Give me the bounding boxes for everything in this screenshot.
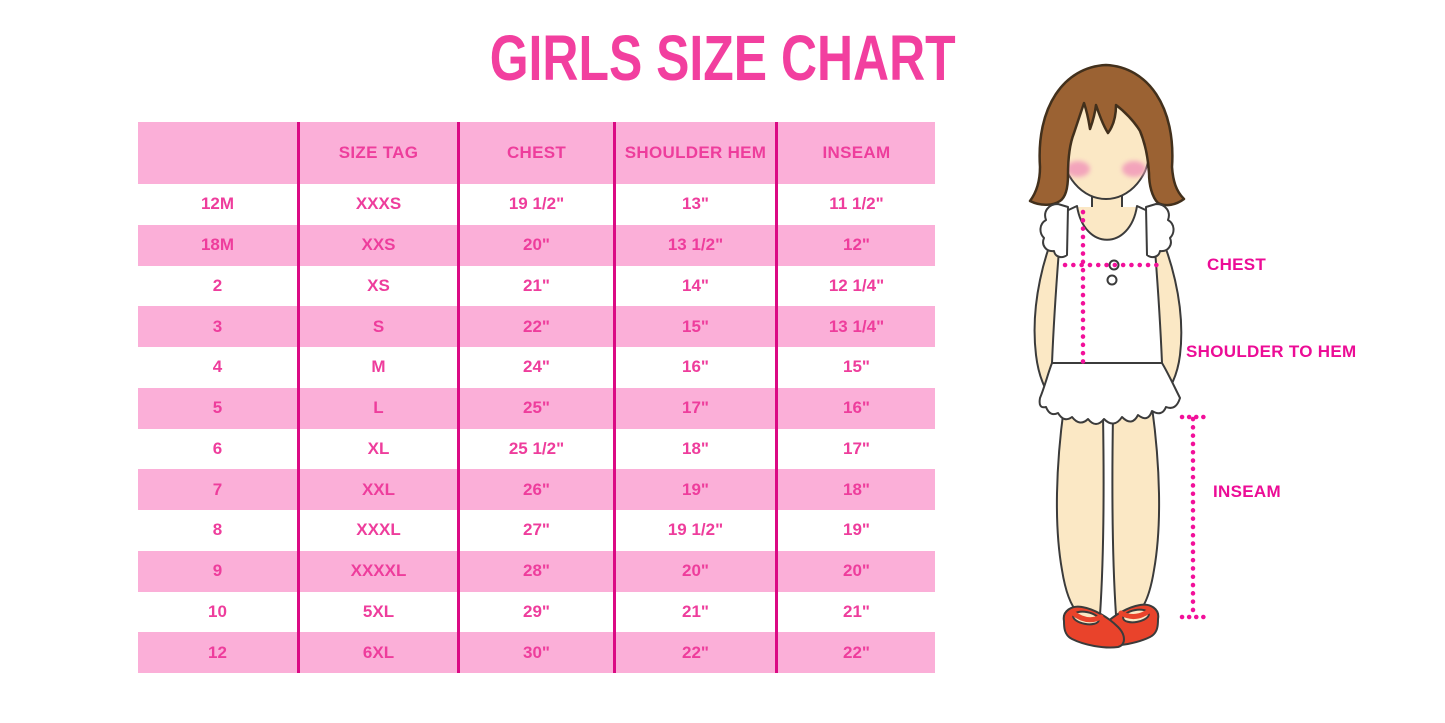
table-cell: 12 1/4" xyxy=(775,265,935,307)
girl-left-ruffle xyxy=(1039,203,1069,259)
table-header-cell-inseam: INSEAM xyxy=(775,122,935,184)
size-chart-table: SIZE TAG CHEST SHOULDER HEM INSEAM 12M XX… xyxy=(138,122,935,673)
table-cell: 16" xyxy=(613,347,775,388)
table-cell: 28" xyxy=(457,550,613,592)
table-cell: 21" xyxy=(613,591,775,633)
girl-right-leg xyxy=(1111,406,1161,616)
girl-top-button-2 xyxy=(1106,274,1118,286)
table-cell: 8 xyxy=(138,510,297,551)
inseam-measure-label: INSEAM xyxy=(1213,482,1281,501)
table-cell: 18M xyxy=(138,224,297,266)
table-cell: 19 1/2" xyxy=(457,184,613,225)
table-cell: 18" xyxy=(775,469,935,510)
table-cell: 13" xyxy=(613,184,775,225)
table-cell: 19" xyxy=(613,469,775,510)
table-cell: 25" xyxy=(457,387,613,429)
girl-skirt xyxy=(1038,362,1181,425)
table-cell: 18" xyxy=(613,428,775,470)
table-cell: L xyxy=(297,387,457,429)
table-header-cell xyxy=(138,122,297,184)
girl-right-ruffle xyxy=(1145,203,1175,259)
table-cell: 21" xyxy=(457,265,613,307)
table-cell: 6 xyxy=(138,428,297,470)
table-cell: 7 xyxy=(138,469,297,510)
table-cell: 15" xyxy=(775,347,935,388)
table-cell: S xyxy=(297,306,457,347)
shoulder-to-hem-measure-label: SHOULDER TO HEM xyxy=(1186,342,1357,361)
table-cell: 12" xyxy=(775,224,935,266)
girl-top xyxy=(1051,205,1163,364)
table-cell: 14" xyxy=(613,265,775,307)
table-cell: XL xyxy=(297,428,457,470)
table-cell: XXXL xyxy=(297,510,457,551)
table-cell: 17" xyxy=(775,428,935,470)
table-cell: XXL xyxy=(297,469,457,510)
table-cell: 30" xyxy=(457,632,613,673)
table-cell: 11 1/2" xyxy=(775,184,935,225)
girl-right-cheek-blush xyxy=(1122,161,1146,177)
girl-left-leg xyxy=(1055,406,1105,616)
table-cell: 15" xyxy=(613,306,775,347)
table-cell: 19 1/2" xyxy=(613,510,775,551)
table-cell: 5 xyxy=(138,387,297,429)
table-cell: 27" xyxy=(457,510,613,551)
girl-right-shoe-strap xyxy=(1118,608,1152,619)
table-cell: XXXXL xyxy=(297,550,457,592)
table-cell: 20" xyxy=(613,550,775,592)
girl-hair xyxy=(1028,63,1186,207)
table-cell: 26" xyxy=(457,469,613,510)
girl-left-cheek-blush xyxy=(1066,161,1090,177)
table-cell: 21" xyxy=(775,591,935,633)
title-wrap: GIRLS SIZE CHART xyxy=(0,26,1445,90)
table-cell: 22" xyxy=(613,632,775,673)
table-cell: 17" xyxy=(613,387,775,429)
table-cell: 4 xyxy=(138,347,297,388)
table-cell: 12 xyxy=(138,632,297,673)
table-cell: 6XL xyxy=(297,632,457,673)
table-cell: 13 1/4" xyxy=(775,306,935,347)
table-header-cell-shoulder-hem: SHOULDER HEM xyxy=(613,122,775,184)
table-cell: 25 1/2" xyxy=(457,428,613,470)
table-cell: 29" xyxy=(457,591,613,633)
table-cell: 2 xyxy=(138,265,297,307)
table-cell: 12M xyxy=(138,184,297,225)
table-cell: 3 xyxy=(138,306,297,347)
table-cell: 9 xyxy=(138,550,297,592)
girl-left-shoe-strap xyxy=(1070,610,1104,623)
table-cell: 19" xyxy=(775,510,935,551)
table-cell: 5XL xyxy=(297,591,457,633)
table-cell: 20" xyxy=(775,550,935,592)
page-title: GIRLS SIZE CHART xyxy=(489,22,956,94)
table-cell: XXS xyxy=(297,224,457,266)
table-cell: XXXS xyxy=(297,184,457,225)
table-header-cell-chest: CHEST xyxy=(457,122,613,184)
table-cell: M xyxy=(297,347,457,388)
table-cell: 20" xyxy=(457,224,613,266)
girl-illustration xyxy=(1028,63,1208,649)
table-header-cell-size-tag: SIZE TAG xyxy=(297,122,457,184)
table-cell: 13 1/2" xyxy=(613,224,775,266)
table-cell: 22" xyxy=(457,306,613,347)
table-cell: 10 xyxy=(138,591,297,633)
chest-measure-label: CHEST xyxy=(1207,255,1267,274)
table-cell: XS xyxy=(297,265,457,307)
table-cell: 16" xyxy=(775,387,935,429)
table-cell: 24" xyxy=(457,347,613,388)
table-cell: 22" xyxy=(775,632,935,673)
